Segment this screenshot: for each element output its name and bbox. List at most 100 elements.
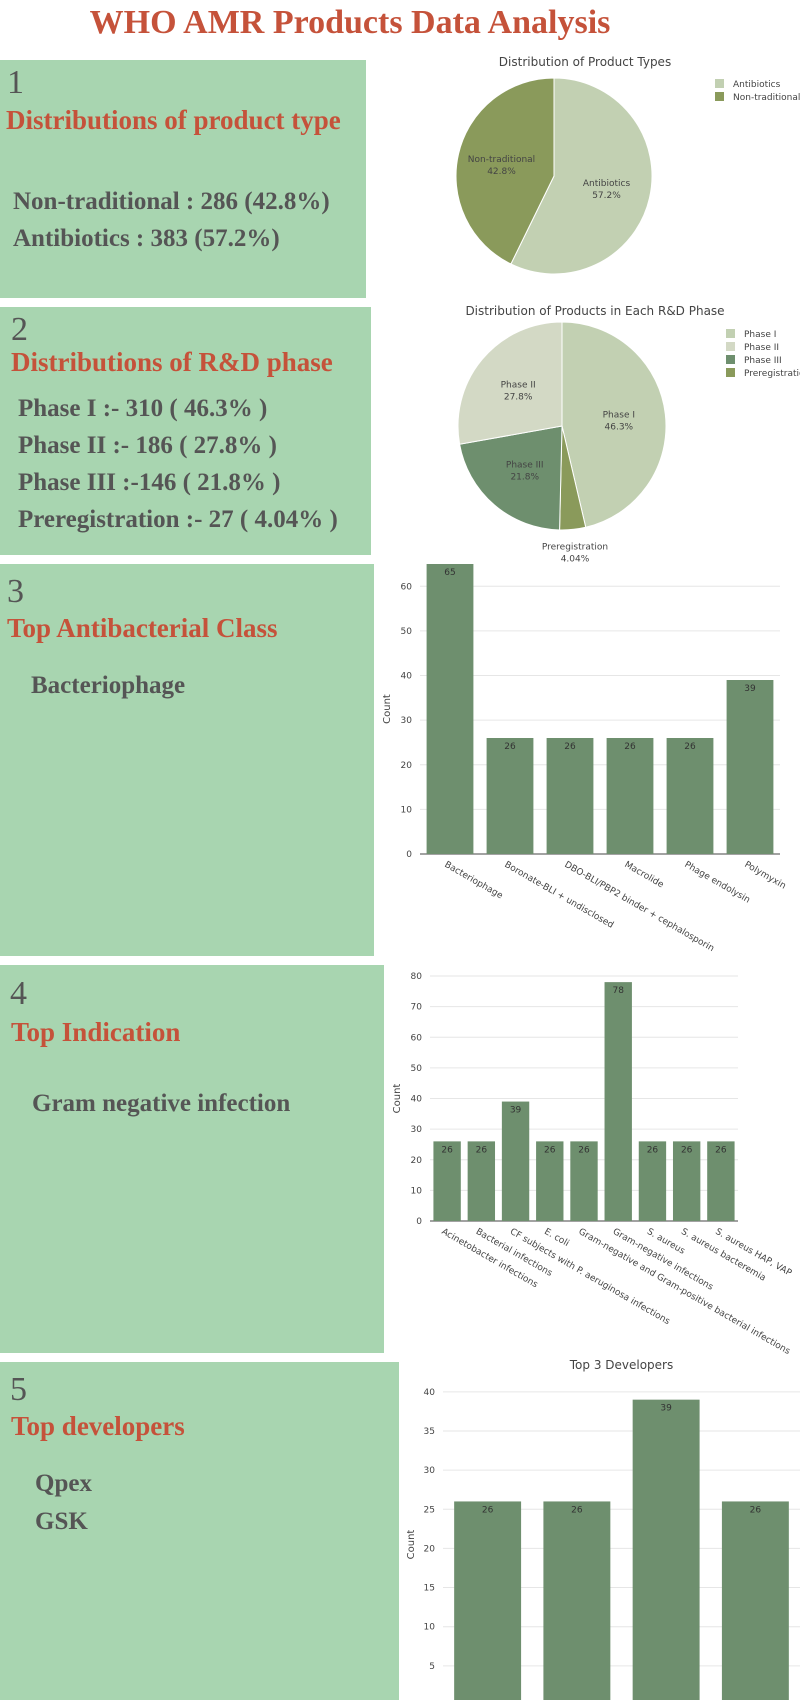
- chart-title: Distribution of Product Types: [499, 55, 671, 69]
- y-tick-label: 5: [429, 1662, 435, 1672]
- section-number: 4: [10, 975, 27, 1012]
- pie-slice: [561, 321, 667, 528]
- bar-value-label: 26: [647, 1145, 659, 1155]
- y-tick-label: 15: [424, 1584, 435, 1594]
- legend-label: Antibiotics: [733, 80, 781, 90]
- bar: [467, 1141, 496, 1221]
- x-tick-label: Bacteriophage: [443, 860, 505, 902]
- y-tick-label: 60: [411, 1033, 423, 1043]
- y-axis-label: Count: [382, 694, 393, 724]
- section-panel-1: 1 Distributions of product type Non-trad…: [0, 60, 366, 298]
- bar-value-label: 26: [482, 1505, 494, 1515]
- y-tick-label: 50: [401, 627, 413, 637]
- bar-value-label: 78: [612, 986, 624, 996]
- pie-slice-percent: 27.8%: [504, 392, 533, 402]
- section-number: 2: [11, 311, 28, 348]
- bar: [726, 680, 774, 854]
- antibacterial-class-bar-chart: 0 10 20 30 40 50 60 Count 65 Bacteriophage 26 Boron…: [382, 564, 788, 954]
- x-tick-label: Phage endolysin: [683, 860, 752, 906]
- pie-slice-label: Antibiotics: [583, 179, 631, 189]
- y-tick-label: 80: [411, 972, 423, 982]
- legend-label: Phase III: [744, 356, 782, 366]
- bar-value-label: 39: [660, 1404, 672, 1414]
- bar-value-label: 26: [684, 742, 696, 752]
- legend-label: Preregistratio: [744, 369, 800, 379]
- pie-slice: [457, 321, 563, 445]
- section-number: 1: [7, 64, 24, 101]
- bar: [501, 1101, 530, 1221]
- y-tick-label: 50: [411, 1064, 423, 1074]
- pie-slice-label: Non-traditional: [468, 155, 535, 165]
- bar: [486, 738, 534, 854]
- y-tick-label: 20: [411, 1156, 423, 1166]
- legend-label: Non-traditional: [733, 93, 800, 103]
- y-tick-label: 35: [424, 1427, 435, 1437]
- bar-value-label: 26: [750, 1505, 762, 1515]
- pie-slice: [459, 425, 563, 531]
- bar: [570, 1141, 598, 1221]
- legend-swatch: [726, 329, 735, 338]
- section-text-line: Non-traditional : 286 (42.8%): [13, 188, 330, 215]
- x-tick-label: Boronate-BLI + undisclosed: [503, 860, 616, 931]
- bar-value-label: 26: [681, 1145, 693, 1155]
- legend-swatch: [715, 92, 724, 101]
- bar: [536, 1141, 564, 1221]
- pie-slice-percent: 21.8%: [510, 472, 539, 482]
- section-heading: Top Indication: [11, 1017, 181, 1047]
- bar-value-label: 26: [571, 1505, 583, 1515]
- bar: [433, 1141, 461, 1221]
- section-heading: Top Antibacterial Class: [7, 613, 278, 643]
- bar-value-label: 26: [715, 1145, 727, 1155]
- legend-swatch: [726, 342, 735, 351]
- y-tick-label: 30: [411, 1125, 423, 1135]
- section-text-line: Phase II :- 186 ( 27.8% ): [18, 432, 278, 459]
- y-tick-label: 30: [424, 1466, 436, 1476]
- section-text-line: Phase I :- 310 ( 46.3% ): [18, 395, 268, 422]
- section-number: 3: [7, 573, 24, 610]
- section-text-line: Gram negative infection: [32, 1090, 291, 1117]
- pie-slice-label: Phase II: [501, 380, 536, 390]
- section-number: 5: [10, 1371, 27, 1408]
- pie-slice: [455, 77, 555, 265]
- legend-swatch: [715, 79, 724, 88]
- section-heading: Distributions of product type: [6, 105, 341, 135]
- bar-value-label: 39: [744, 684, 756, 694]
- bar: [666, 738, 714, 854]
- y-tick-label: 25: [424, 1505, 435, 1515]
- bar: [426, 564, 474, 854]
- pie-slice: [510, 77, 653, 275]
- product-type-pie-chart: Distribution of Product Types Antibiotics…: [455, 55, 800, 275]
- bar: [543, 1501, 611, 1700]
- pie-slice-percent: 57.2%: [592, 191, 621, 201]
- bar: [638, 1141, 667, 1221]
- legend-label: Phase I: [744, 330, 776, 340]
- section-panel-5: 5 Top developers Qpex GSK: [0, 1362, 399, 1700]
- developers-bar-chart: Top 3 Developers 5 10 15 20 25 30 35 40 Count 26 26…: [406, 1358, 800, 1700]
- bar: [672, 1141, 701, 1221]
- bar-value-label: 26: [476, 1145, 488, 1155]
- pie-slice-label: Preregistration: [542, 542, 608, 552]
- legend-swatch: [726, 368, 735, 377]
- bar: [707, 1141, 735, 1221]
- chart-title: Top 3 Developers: [569, 1358, 673, 1372]
- bar-value-label: 26: [441, 1145, 453, 1155]
- legend-label: Phase II: [744, 343, 779, 353]
- pie-slice-percent: 42.8%: [487, 167, 516, 177]
- y-tick-label: 40: [401, 672, 413, 682]
- x-tick-label: Polymyxin: [743, 860, 788, 892]
- section-text-line: GSK: [35, 1508, 88, 1535]
- section-panel-2: 2 Distributions of R&D phase Phase I :- …: [0, 307, 371, 555]
- bar-value-label: 26: [544, 1145, 556, 1155]
- section-text-line: Phase III :-146 ( 21.8% ): [18, 469, 281, 496]
- y-tick-label: 10: [411, 1186, 423, 1196]
- pie-slice-percent: 4.04%: [561, 554, 590, 564]
- y-tick-label: 20: [424, 1544, 436, 1554]
- section-text-line: Antibiotics : 383 (57.2%): [13, 225, 280, 252]
- pie-slice-label: Phase I: [603, 410, 635, 420]
- section-panel-4: 4 Top Indication Gram negative infection: [0, 965, 384, 1353]
- bar: [604, 982, 632, 1221]
- bar-value-label: 65: [444, 568, 455, 578]
- y-tick-label: 40: [424, 1388, 436, 1398]
- pie-slice-label: Phase III: [506, 460, 544, 470]
